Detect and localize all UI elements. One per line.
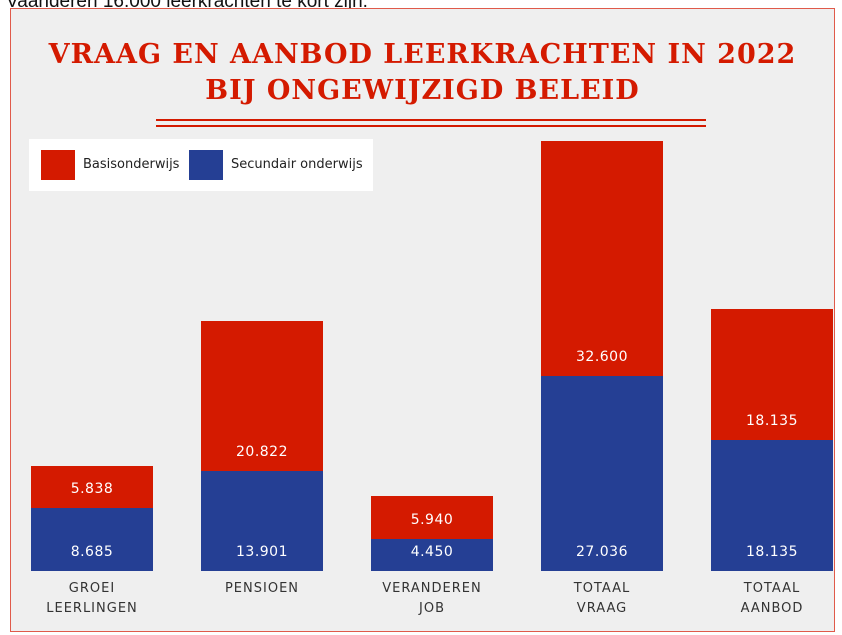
value-label: 8.685 [70, 544, 114, 560]
title-rule [156, 119, 706, 121]
chart: VRAAG EN AANBOD LEERKRACHTEN IN 2022 BIJ… [10, 8, 835, 632]
bar [541, 141, 663, 377]
bar [711, 309, 833, 441]
bar [371, 496, 493, 539]
bar [201, 470, 323, 571]
chart-title: VRAAG EN AANBOD LEERKRACHTEN IN 2022 BIJ… [48, 39, 797, 106]
legend-swatch [41, 150, 75, 180]
bar [541, 376, 663, 571]
legend-label: Basisonderwijs [83, 157, 180, 172]
value-label: 18.135 [746, 544, 798, 560]
x-tick-label: TOTAAL AANBOD [740, 581, 804, 616]
bar [711, 440, 833, 571]
value-label: 18.135 [746, 413, 798, 430]
value-label: 20.822 [236, 443, 288, 460]
x-tick-label: GROEI LEERLINGEN [46, 581, 138, 616]
legend: Basisonderwijs Secundair onderwijs [29, 139, 373, 191]
bar [31, 466, 153, 509]
value-label: 5.838 [70, 481, 114, 498]
value-label: 13.901 [236, 544, 288, 560]
bar [371, 538, 493, 571]
legend-label: Secundair onderwijs [231, 157, 363, 172]
value-label: 27.036 [576, 544, 628, 560]
x-tick-label: TOTAAL VRAAG [573, 581, 631, 616]
x-tick-label: VERANDEREN JOB [382, 581, 482, 616]
value-label: 4.450 [410, 544, 454, 560]
legend-swatch [189, 150, 223, 180]
bar [201, 320, 323, 471]
value-label: 32.600 [576, 349, 628, 366]
title-rule [156, 125, 706, 127]
value-label: 5.940 [410, 511, 454, 528]
bar [31, 508, 153, 571]
x-tick-label: PENSIOEN [224, 581, 300, 596]
